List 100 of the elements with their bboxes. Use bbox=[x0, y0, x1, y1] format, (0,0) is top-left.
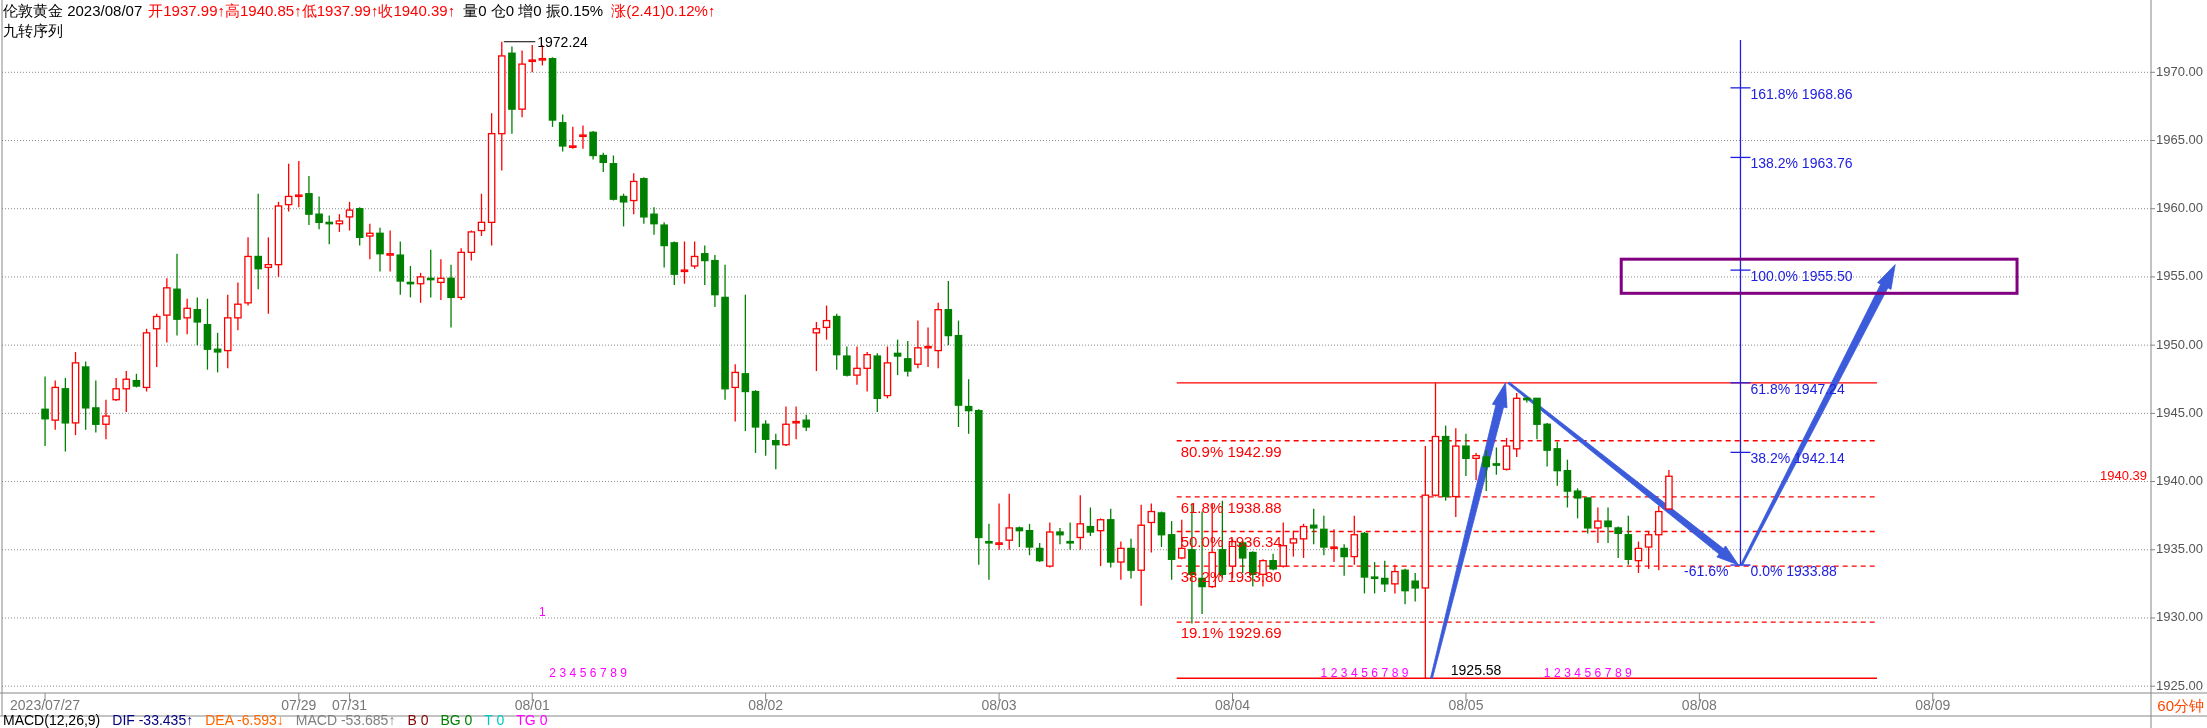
candlestick bbox=[843, 345, 851, 378]
x-tick-label: 08/05 bbox=[1448, 697, 1484, 713]
candlestick bbox=[1066, 521, 1074, 551]
ref-line-label: 100.0% 1955.50 bbox=[1750, 268, 1853, 285]
x-tick-label: 08/09 bbox=[1915, 697, 1951, 713]
text: DEA -6.593↓ bbox=[205, 712, 284, 728]
text: MACD(12,26,9) bbox=[3, 712, 101, 728]
candlestick bbox=[1005, 493, 1014, 551]
candlestick bbox=[822, 304, 831, 341]
candlestick bbox=[1411, 572, 1419, 603]
candlestick bbox=[1462, 433, 1470, 477]
annotation: 1925.58 bbox=[1450, 662, 1502, 679]
text: 60分钟 bbox=[2157, 697, 2204, 714]
candlestick bbox=[122, 370, 131, 413]
candlestick bbox=[1056, 527, 1064, 545]
x-tick-label: 07/31 bbox=[332, 697, 368, 713]
text: T 0 bbox=[484, 712, 505, 728]
candlestick bbox=[863, 351, 871, 393]
candlestick bbox=[619, 193, 628, 228]
candlestick bbox=[386, 229, 394, 273]
candlestick bbox=[234, 281, 242, 331]
y-tick-label: 1930.00 bbox=[2156, 609, 2203, 625]
candlestick bbox=[761, 419, 770, 457]
candlestick bbox=[437, 258, 445, 301]
candlestick bbox=[1035, 542, 1044, 563]
x-tick-label: 2023/07/27 bbox=[10, 697, 81, 713]
x-tick-label: 08/02 bbox=[748, 697, 784, 713]
ref-line-label: 138.2% 1963.76 bbox=[1750, 155, 1853, 172]
candlestick bbox=[741, 294, 750, 432]
candlestick bbox=[376, 227, 384, 273]
x-tick-label: 08/04 bbox=[1214, 697, 1251, 713]
candlestick bbox=[700, 244, 709, 286]
candlestick bbox=[579, 124, 587, 150]
candlestick bbox=[152, 313, 161, 368]
candlestick bbox=[731, 363, 740, 423]
candlestick bbox=[964, 378, 973, 435]
candlestick bbox=[264, 236, 273, 315]
candlestick bbox=[1320, 515, 1328, 556]
candlestick bbox=[1370, 561, 1379, 595]
annotation: 开1937.99↑高1940.85↑低1937.99↑收1940.39↑ bbox=[148, 2, 456, 19]
annotation: 1972.24 bbox=[537, 33, 589, 50]
ref-line-label: 80.9% 1942.99 bbox=[1180, 442, 1282, 460]
candlestick bbox=[1604, 506, 1612, 544]
y-tick-label: 1945.00 bbox=[2156, 404, 2203, 420]
candlestick bbox=[853, 345, 861, 386]
y-tick-label: 1960.00 bbox=[2156, 200, 2203, 216]
candlestick bbox=[366, 223, 374, 260]
candlestick bbox=[1025, 523, 1034, 556]
candlestick bbox=[92, 379, 100, 434]
y-tick-label: 1965.00 bbox=[2156, 131, 2203, 147]
annotation: 量0 仓0 增0 振0.15% bbox=[463, 2, 604, 19]
candlestick bbox=[41, 375, 49, 447]
candlestick bbox=[1563, 459, 1572, 509]
candlestick bbox=[558, 113, 567, 153]
candlestick bbox=[629, 172, 638, 215]
ref-line-label: 0.0% 1933.88 bbox=[1750, 563, 1838, 580]
candlestick bbox=[914, 319, 922, 369]
candlestick bbox=[599, 152, 608, 173]
annotation: 1 bbox=[539, 605, 547, 619]
candlestick bbox=[295, 160, 303, 208]
annotation: 1 2 3 4 5 6 7 8 9 bbox=[1320, 666, 1409, 680]
y-tick-label: 1955.00 bbox=[2156, 268, 2203, 284]
candlestick bbox=[995, 502, 1003, 551]
candlestick bbox=[183, 298, 191, 335]
candlestick bbox=[650, 206, 658, 236]
text: TG 0 bbox=[516, 712, 548, 728]
candlestick bbox=[690, 240, 699, 270]
candlestick bbox=[1127, 538, 1135, 580]
candlestick bbox=[589, 130, 597, 161]
candlestick bbox=[1309, 508, 1318, 545]
candlestick bbox=[102, 399, 110, 440]
candlestick bbox=[660, 221, 668, 269]
x-tick-label: 08/08 bbox=[1681, 697, 1718, 713]
annotation: 2 3 4 5 6 7 8 9 bbox=[549, 666, 628, 680]
annotation: -61.6% bbox=[1684, 563, 1729, 580]
candlestick bbox=[193, 296, 202, 346]
candlestick bbox=[1553, 441, 1562, 487]
text: MACD -53.685↑ bbox=[295, 712, 396, 728]
candlestick bbox=[893, 339, 902, 376]
x-tick-label: 08/03 bbox=[981, 697, 1017, 713]
candlestick bbox=[772, 433, 780, 470]
candlestick bbox=[1573, 487, 1582, 520]
candlestick bbox=[416, 272, 425, 304]
y-tick-label: 1970.00 bbox=[2156, 63, 2203, 79]
candlestick bbox=[1614, 525, 1622, 559]
candlestick bbox=[447, 264, 455, 329]
candlestick bbox=[467, 229, 476, 262]
x-tick-label: 07/29 bbox=[281, 697, 317, 713]
candlestick bbox=[213, 332, 222, 374]
y-tick-label: 1935.00 bbox=[2156, 541, 2203, 557]
candlestick bbox=[903, 340, 912, 378]
candlestick bbox=[1482, 449, 1491, 492]
ref-line-label: 161.8% 1968.86 bbox=[1750, 85, 1853, 102]
x-tick-label: 08/01 bbox=[514, 697, 550, 713]
y-tick-label: 1940.00 bbox=[2156, 472, 2203, 488]
candlestick bbox=[782, 405, 790, 447]
candlestick bbox=[1147, 502, 1156, 554]
annotation: 1940.39 bbox=[2100, 467, 2147, 483]
candlestick bbox=[254, 193, 262, 290]
text: DIF -33.435↑ bbox=[112, 712, 194, 728]
